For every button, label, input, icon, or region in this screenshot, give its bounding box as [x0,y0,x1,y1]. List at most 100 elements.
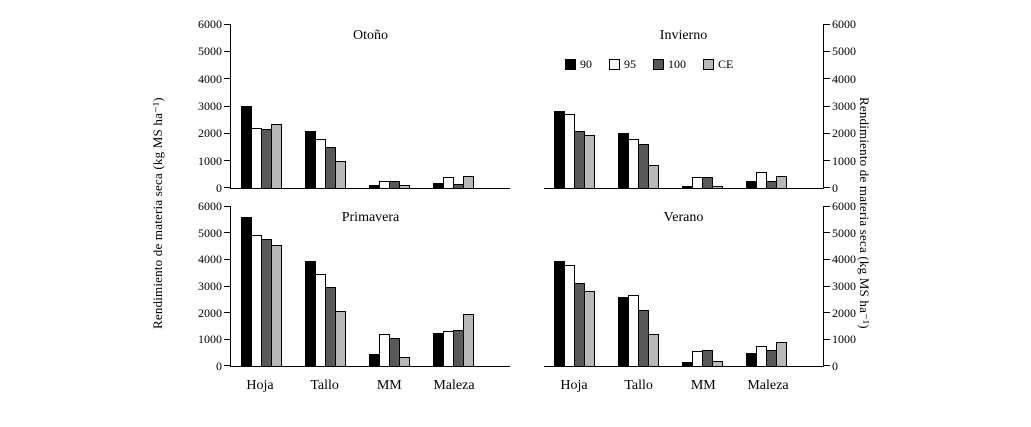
legend-swatch [609,59,620,70]
panel-title-invierno: Invierno [659,28,708,43]
bar-100 [389,181,401,188]
legend-item-100: 100 [653,57,686,72]
bar-group-mm [679,350,727,366]
bar-CE [399,185,411,188]
bar-100 [702,350,714,366]
y-tick-label: 2000 [832,126,856,141]
y-tick-mark [224,187,230,188]
x-category-hoja: Hoja [560,378,588,393]
y-tick-mark [224,338,230,340]
bar-CE [712,186,724,188]
bar-group-hoja [237,106,285,188]
y-tick-mark [824,160,830,162]
bar-CE [583,135,595,188]
panel-primavera: Primavera 0 1000 2000 3000 4000 5000 6000 [198,199,510,373]
legend: 90 95 100 CE [562,56,737,73]
y-tick-mark [224,23,230,25]
y-tick-label: 3000 [198,279,222,293]
panels-grid: Otoño 0 1000 2000 3000 4000 5000 6000 Invierno… [160,17,894,402]
x-category-mm: MM [376,378,402,393]
bar-group-hoja [550,261,598,366]
bar-group-hoja [550,111,598,188]
bars-area [231,206,510,366]
right-y-axis-title: Rendimiento de materia seca (kg MS ha⁻¹) [857,97,872,329]
y-tick-label: 5000 [198,44,222,59]
y-tick-label: 0 [216,181,222,195]
x-category-hoja: Hoja [246,378,274,393]
bar-group-tallo [614,133,662,188]
y-tick-mark [224,132,230,134]
y-tick-mark [824,78,830,80]
y-tick-label: 5000 [832,225,856,240]
bar-100 [702,177,714,188]
legend-item-95: 95 [609,57,636,72]
bar-CE [776,342,788,366]
bar-CE [776,176,788,188]
y-tick-mark [224,258,230,260]
bar-CE [647,334,659,366]
y-tick-label: 6000 [832,199,856,213]
bar-group-maleza [430,314,478,366]
y-tick-mark [824,105,830,107]
legend-swatch [653,59,664,70]
legend-swatch [703,59,714,70]
panel-title-verano: Verano [663,210,704,225]
bar-CE [647,165,659,188]
y-tick-label: 0 [832,181,838,195]
bars-area [544,206,823,366]
y-tick-label: 1000 [832,153,856,168]
y-tick-mark [824,205,830,207]
y-tick-mark [824,50,830,52]
x-category-tallo: Tallo [624,378,653,393]
y-tick-label: 4000 [832,252,856,267]
panel-verano: Verano 0 1000 2000 3000 4000 5000 6000 [544,199,856,373]
bars-area [231,24,510,188]
y-tick-label: 2000 [832,305,856,320]
bar-CE [334,311,346,366]
bar-group-tallo [301,261,349,366]
bar-group-mm [366,181,414,188]
y-tick-mark [824,23,830,25]
bar-group-maleza [743,342,791,366]
bar-group-tallo [301,131,349,188]
y-tick-label: 3000 [832,279,856,293]
panel-otono: Otoño 0 1000 2000 3000 4000 5000 6000 [198,17,510,195]
legend-label: 90 [580,57,592,71]
y-tick-label: 0 [216,359,222,373]
x-category-maleza: Maleza [433,378,475,393]
x-axis-labels-right: Hoja Tallo MM Maleza [544,366,824,402]
y-tick-mark [224,160,230,162]
bar-CE [463,176,475,188]
bar-CE [712,361,724,366]
bar-CE [270,245,282,366]
bar-group-mm [679,177,727,188]
y-tick-mark [824,232,830,234]
legend-label: CE [718,57,734,71]
bar-group-hoja [237,217,285,366]
y-tick-mark [224,78,230,80]
y-tick-mark [824,258,830,260]
bar-95 [443,177,455,188]
y-tick-label: 5000 [832,44,856,59]
y-tick-mark [224,285,230,287]
y-tick-label: 2000 [198,126,222,141]
y-tick-mark [824,312,830,314]
bar-95 [756,172,768,188]
y-tick-mark [824,187,830,188]
bar-CE [270,124,282,188]
y-tick-label: 4000 [198,71,222,86]
y-tick-mark [824,365,830,366]
panel-title-primavera: Primavera [341,210,400,225]
y-tick-mark [224,232,230,234]
y-tick-label: 4000 [832,71,856,86]
x-category-tallo: Tallo [310,378,339,393]
bars-area [544,24,823,188]
legend-label: 100 [668,57,686,71]
y-tick-label: 2000 [198,305,222,320]
y-tick-mark [224,312,230,314]
x-category-maleza: Maleza [747,378,789,393]
bar-group-maleza [430,176,478,188]
panel-title-otono: Otoño [353,28,388,43]
y-tick-label: 4000 [198,252,222,267]
y-tick-mark [224,365,230,366]
